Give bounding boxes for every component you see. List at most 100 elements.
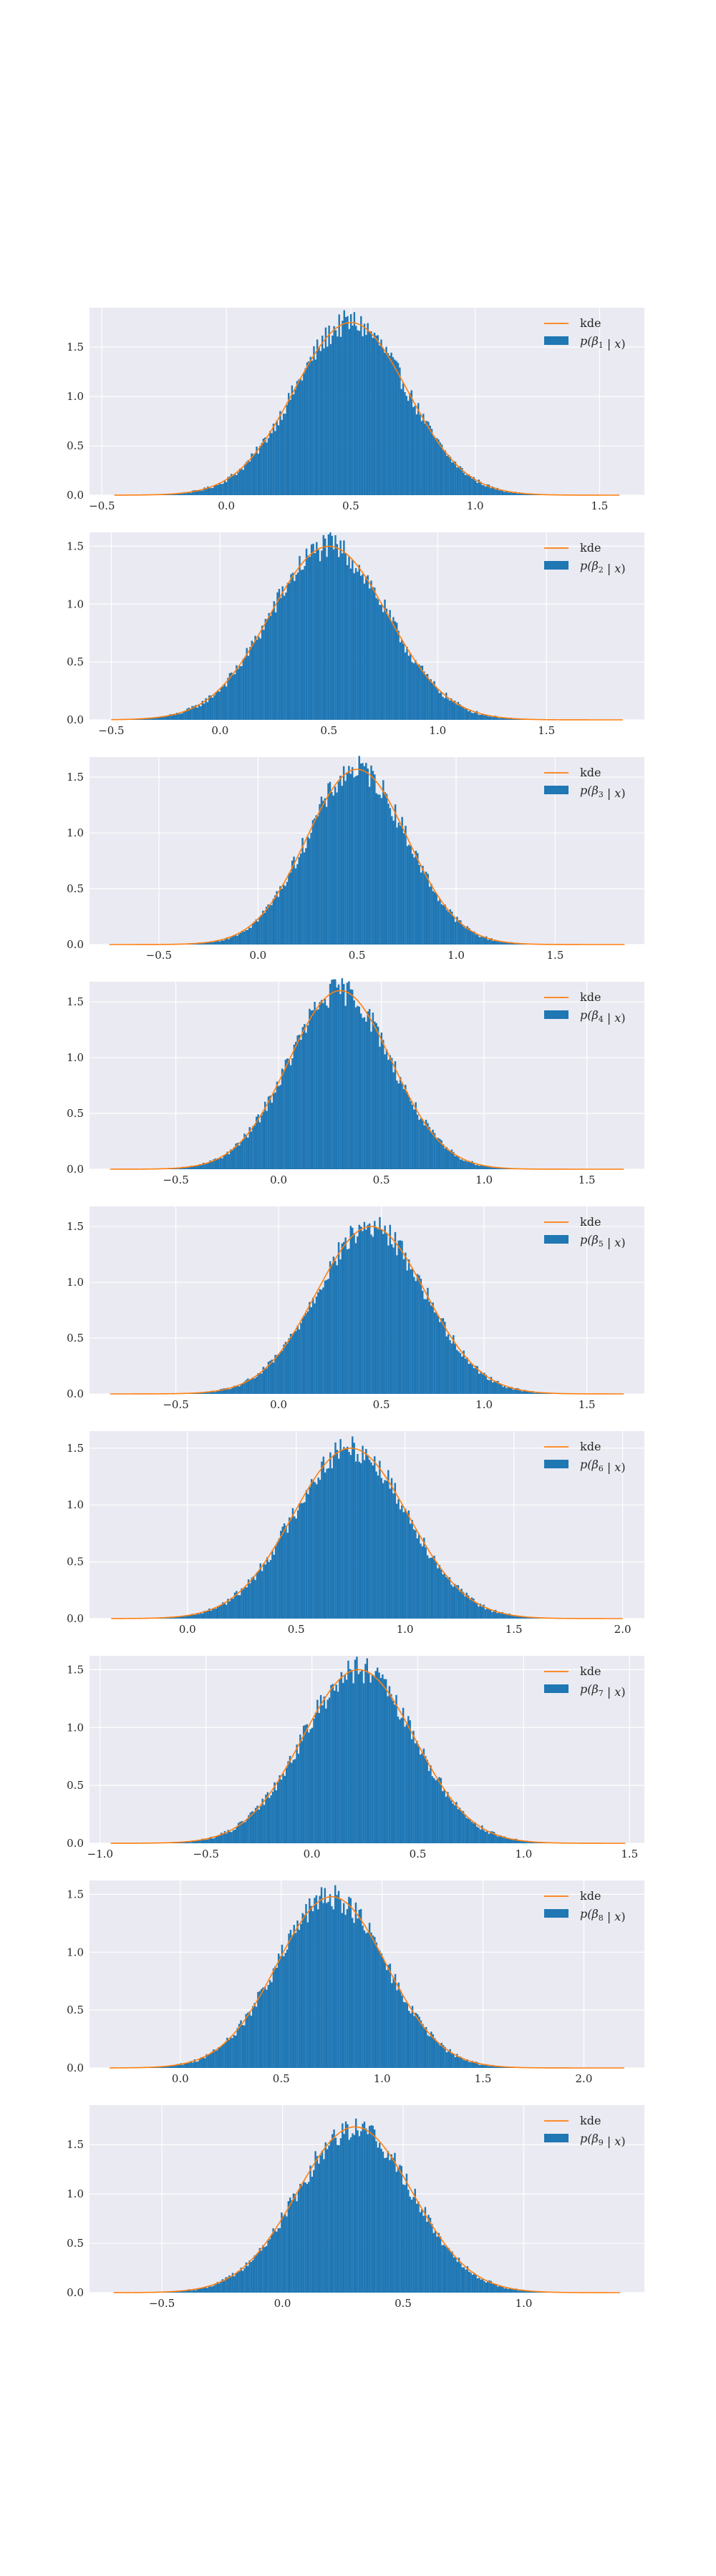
histogram-bar — [193, 706, 195, 720]
histogram-bar — [452, 1586, 454, 1619]
histogram-bar — [441, 2245, 443, 2293]
histogram-bar — [459, 2057, 462, 2068]
histogram-bar — [294, 2194, 296, 2293]
histogram-bar — [395, 2172, 398, 2293]
histogram-bar — [401, 816, 403, 945]
histogram-bar — [503, 1385, 506, 1394]
histogram-bar — [388, 1686, 391, 1843]
histogram-bar — [427, 1287, 429, 1394]
histogram-bar — [458, 2057, 460, 2068]
histogram-bar — [349, 989, 352, 1169]
legend-hist-label: p(β7 | x) — [580, 1682, 626, 1699]
histogram-bar — [314, 1898, 316, 2068]
histogram-bar — [460, 706, 463, 720]
histogram-bar — [508, 718, 511, 720]
histogram-bar — [530, 494, 533, 495]
histogram-bar — [368, 1009, 371, 1169]
histogram-bar — [483, 1830, 485, 1843]
histogram-bar — [451, 2251, 453, 2293]
histogram-bar — [495, 1609, 497, 1619]
histogram-bar — [278, 1085, 280, 1169]
histogram-bar — [461, 468, 463, 495]
histogram-bar — [342, 2123, 344, 2293]
histogram-bar — [329, 781, 332, 945]
histogram-bar — [375, 793, 377, 945]
x-tick-label: 0.5 — [410, 1848, 427, 1860]
histogram-bar — [348, 1896, 350, 2068]
histogram-bar — [326, 346, 329, 495]
histogram-bar — [278, 1355, 280, 1394]
histogram-bar — [394, 1974, 397, 2068]
histogram-bar — [330, 1684, 332, 1843]
histogram-bar — [245, 1380, 248, 1394]
histogram-bar — [313, 1718, 315, 1843]
histogram-bar — [331, 1906, 333, 2068]
histogram-bar — [455, 1350, 458, 1394]
histogram-bar — [344, 1914, 347, 2068]
histogram-bar — [382, 1958, 384, 2068]
histogram-bar — [276, 420, 278, 495]
histogram-bar — [473, 2062, 475, 2068]
histogram-bar — [529, 1392, 532, 1394]
histogram-bar — [456, 2054, 458, 2068]
x-tick-label: 1.0 — [429, 724, 446, 737]
histogram-bar — [500, 1168, 503, 1169]
histogram-bar — [362, 1445, 364, 1619]
histogram-bar — [332, 1909, 335, 2068]
histogram-bar — [311, 1911, 314, 2068]
histogram-bar — [404, 1508, 407, 1619]
histogram-bar — [271, 1791, 274, 1843]
histogram-bar — [357, 2130, 359, 2293]
histogram-bar — [379, 1951, 381, 2068]
histogram-bar — [200, 1392, 203, 1394]
legend-hist-label: p(β6 | x) — [580, 1458, 626, 1474]
histogram-bar — [198, 2059, 201, 2068]
x-tick-label: 1.0 — [397, 1623, 414, 1636]
histogram-bar — [241, 468, 243, 495]
histogram-bar — [309, 2165, 311, 2293]
histogram-bar — [490, 938, 493, 945]
histogram-bar — [248, 461, 251, 495]
histogram-bar — [195, 705, 197, 720]
histogram-bar — [420, 2020, 422, 2068]
histogram-bar — [502, 1387, 504, 1394]
histogram-bar — [277, 425, 280, 495]
histogram-bar — [468, 2062, 470, 2068]
histogram-bar — [319, 1002, 321, 1169]
histogram-bar — [229, 937, 232, 945]
histogram-bar — [331, 791, 333, 945]
histogram-bar — [428, 1558, 430, 1619]
histogram-bar — [200, 942, 203, 945]
histogram-bar — [282, 884, 285, 945]
histogram-bar — [339, 1259, 342, 1394]
histogram-bar — [428, 887, 431, 945]
histogram-bar — [404, 1727, 406, 1843]
histogram-bar — [202, 490, 204, 495]
histogram-bar — [374, 1021, 376, 1169]
histogram-bar — [518, 492, 521, 495]
histogram-bar — [238, 1595, 241, 1619]
histogram-bar — [245, 930, 247, 945]
histogram-bar — [379, 1678, 382, 1843]
histogram-bar — [442, 1144, 445, 1169]
histogram-bar — [508, 492, 511, 495]
histogram-bar — [407, 1716, 410, 1843]
histogram-bar — [493, 1380, 495, 1394]
histogram-bar — [321, 550, 323, 720]
histogram-bar — [237, 1823, 240, 1843]
histogram-bar — [230, 1149, 232, 1169]
histogram-bar — [303, 1024, 306, 1169]
histogram-bar — [410, 390, 413, 495]
x-tick-label: 1.5 — [538, 724, 555, 737]
histogram-bar — [454, 462, 457, 495]
histogram-bar — [393, 1704, 396, 1843]
histogram-bar — [261, 1571, 263, 1619]
histogram-bar — [442, 1791, 444, 1843]
histogram-bar — [352, 1683, 354, 1843]
histogram-bar — [427, 874, 429, 945]
legend-hist-swatch — [544, 336, 569, 345]
histogram-bar — [268, 1797, 271, 1843]
histogram-bar — [196, 1840, 198, 1843]
histogram-bar — [321, 2150, 324, 2293]
histogram-bar — [429, 2218, 432, 2293]
